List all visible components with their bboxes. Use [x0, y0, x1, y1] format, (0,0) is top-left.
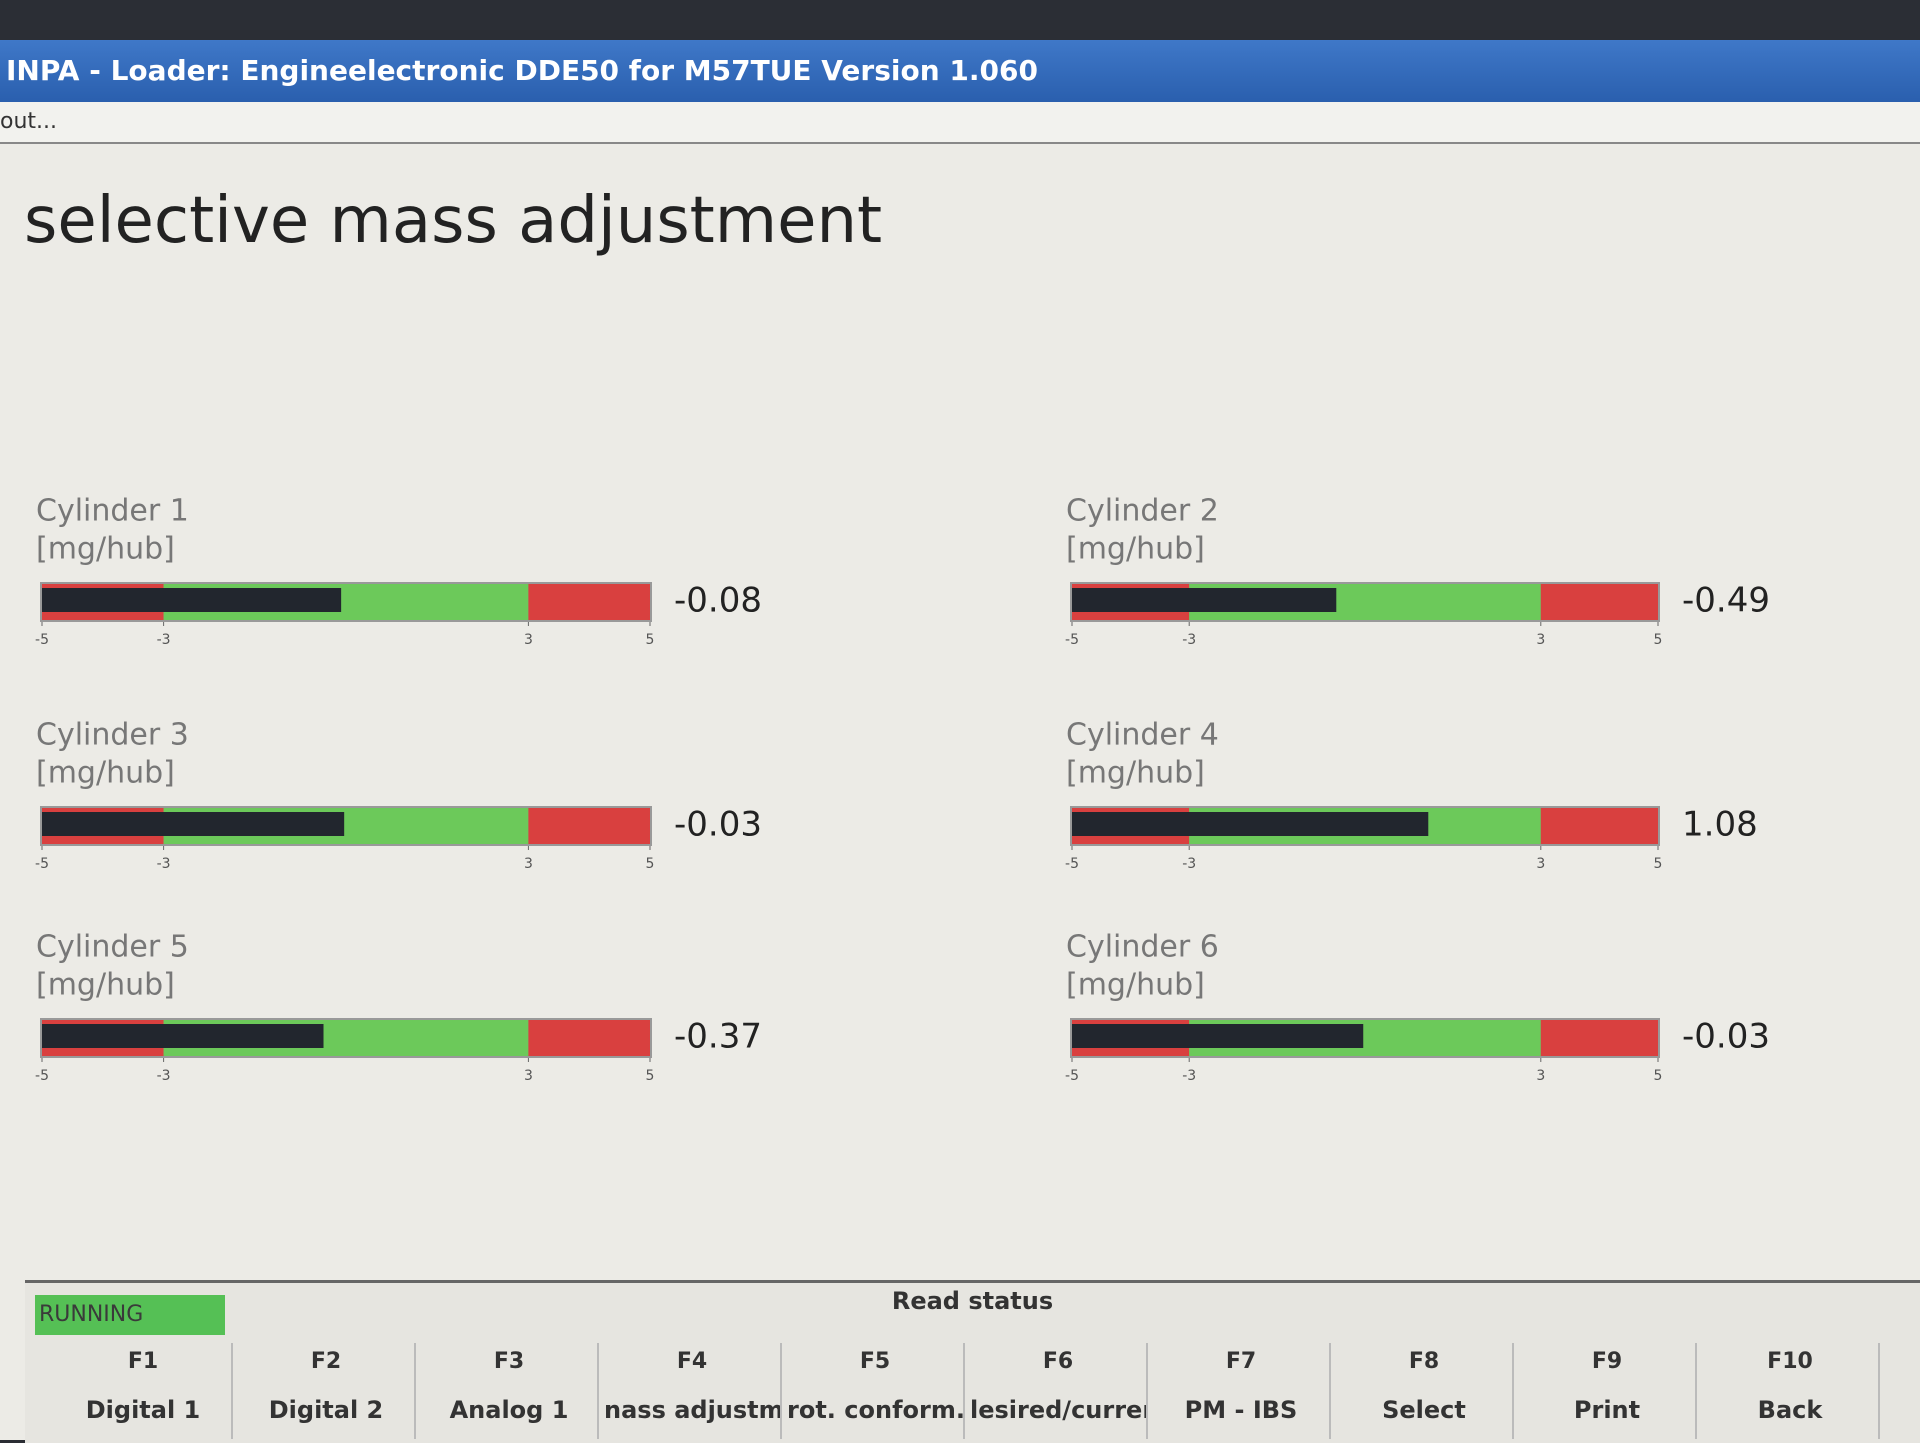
tick-label: 5 [646, 632, 655, 648]
key-label: lesired/curren [970, 1396, 1146, 1424]
key-code: F7 [1225, 1349, 1257, 1374]
key-code: F10 [1767, 1349, 1813, 1374]
gauge-zone [528, 808, 650, 844]
gauge-unit: [mg/hub] [1066, 756, 1205, 791]
screen-title: selective mass adjustment [24, 184, 883, 258]
tick-label: -3 [1182, 856, 1196, 872]
tick-label: -3 [1182, 632, 1196, 648]
key-label: Print [1573, 1396, 1641, 1424]
key-label: Select [1382, 1396, 1466, 1424]
menu-item[interactable]: out... [0, 102, 1920, 144]
key-label: Digital 1 [85, 1396, 201, 1424]
gauge-unit: [mg/hub] [36, 756, 175, 791]
gauge-value: -0.03 [674, 805, 762, 845]
function-key[interactable]: F5 rot. conform. [787, 1343, 965, 1439]
key-code: F2 [310, 1349, 342, 1374]
key-code: F9 [1591, 1349, 1623, 1374]
tick-label: -5 [35, 632, 49, 648]
gauge-label: Cylinder 1 [36, 494, 189, 529]
tick-label: -5 [1065, 856, 1079, 872]
tick-label: -3 [1182, 1068, 1196, 1084]
function-bar: RUNNING Read status F1 Digital 1 F2 Digital… [25, 1280, 1920, 1443]
gauge-unit: [mg/hub] [36, 532, 175, 567]
gauge-fill [1072, 1024, 1364, 1048]
status-caption: Read status [891, 1287, 1054, 1315]
gauge-value: 1.08 [1682, 805, 1758, 845]
gauge-unit: [mg/hub] [1066, 532, 1205, 567]
tick-label: 5 [1654, 632, 1663, 648]
tick-label: 5 [646, 1068, 655, 1084]
function-key[interactable]: F1 Digital 1 [55, 1343, 233, 1439]
key-label: PM - IBS [1184, 1396, 1298, 1424]
function-key[interactable]: F7 PM - IBS [1153, 1343, 1331, 1439]
key-label: Back [1757, 1396, 1823, 1424]
key-label: nass adjustm [604, 1396, 780, 1424]
key-code: F5 [859, 1349, 891, 1374]
function-key[interactable]: F4 nass adjustm [604, 1343, 782, 1439]
window-title: INPA - Loader: Engineelectronic DDE50 fo… [0, 40, 1920, 102]
gauge-fill [42, 1024, 324, 1048]
main-panel: selective mass adjustment Cylinder 1 [mg/… [0, 144, 1920, 1280]
function-key[interactable]: F2 Digital 2 [238, 1343, 416, 1439]
gauge-zone [1540, 1020, 1658, 1056]
gauge-value: -0.03 [1682, 1017, 1770, 1057]
key-code: F4 [676, 1349, 708, 1374]
function-key[interactable]: F9 Print [1519, 1343, 1697, 1439]
gauge-label: Cylinder 2 [1066, 494, 1219, 529]
key-code: F3 [493, 1349, 525, 1374]
tick-label: -3 [157, 1068, 171, 1084]
gauge-label: Cylinder 6 [1066, 930, 1219, 965]
gauge-label: Cylinder 4 [1066, 718, 1219, 753]
gauge-label: Cylinder 3 [36, 718, 189, 753]
gauge-zone [1540, 808, 1658, 844]
screen-bezel [0, 0, 1920, 40]
key-code: F8 [1408, 1349, 1440, 1374]
tick-label: 5 [1654, 856, 1663, 872]
gauge-value: -0.08 [674, 581, 762, 621]
tick-label: 3 [1536, 1068, 1545, 1084]
key-label: Digital 2 [268, 1396, 384, 1424]
gauge-fill [1072, 588, 1337, 612]
function-key[interactable]: F8 Select [1336, 1343, 1514, 1439]
gauge-zone [528, 1020, 650, 1056]
tick-label: -5 [35, 856, 49, 872]
tick-label: 3 [524, 632, 533, 648]
tick-label: 3 [524, 856, 533, 872]
tick-label: 5 [646, 856, 655, 872]
gauge-fill [1072, 812, 1429, 836]
gauge-label: Cylinder 5 [36, 930, 189, 965]
tick-label: -5 [1065, 1068, 1079, 1084]
tick-label: -3 [157, 632, 171, 648]
gauge-unit: [mg/hub] [36, 968, 175, 1003]
tick-label: -5 [1065, 632, 1079, 648]
gauge-zone [528, 584, 650, 620]
gauge-fill [42, 812, 345, 836]
gauge-zone [1540, 584, 1658, 620]
key-label: rot. conform. [787, 1396, 963, 1424]
key-code: F1 [127, 1349, 159, 1374]
tick-label: -3 [157, 856, 171, 872]
tick-label: 3 [1536, 856, 1545, 872]
tick-label: 3 [524, 1068, 533, 1084]
gauge-value: -0.49 [1682, 581, 1770, 621]
gauge-value: -0.37 [674, 1017, 762, 1057]
function-key[interactable]: F6 lesired/curren [970, 1343, 1148, 1439]
function-key[interactable]: F3 Analog 1 [421, 1343, 599, 1439]
function-key[interactable]: F10 Back [1702, 1343, 1880, 1439]
key-code: F6 [1042, 1349, 1074, 1374]
tick-label: 5 [1654, 1068, 1663, 1084]
tick-label: -5 [35, 1068, 49, 1084]
tick-label: 3 [1536, 632, 1545, 648]
gauge-unit: [mg/hub] [1066, 968, 1205, 1003]
status-state: RUNNING [35, 1295, 225, 1335]
key-label: Analog 1 [449, 1396, 569, 1424]
gauge-fill [42, 588, 342, 612]
